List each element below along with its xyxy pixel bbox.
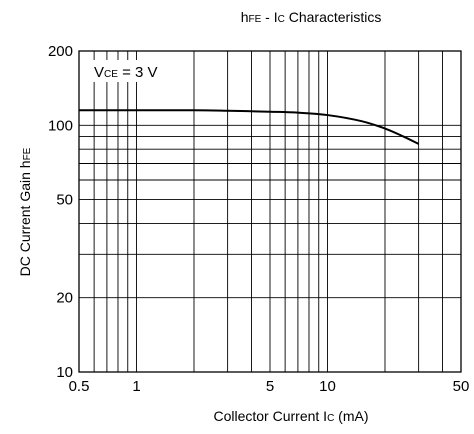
plot-frame xyxy=(78,50,462,373)
y-tick-labels: 10 20 50 100 200 xyxy=(48,43,73,381)
annotation-vce: VCE = 3 V xyxy=(94,64,158,81)
y-tick-label: 10 xyxy=(56,364,73,381)
x-tick-label: 5 xyxy=(266,378,274,395)
x-tick-label: 50 xyxy=(453,378,470,395)
y-tick-label: 200 xyxy=(48,43,73,60)
y-tick-label: 20 xyxy=(56,290,73,307)
y-tick-label: 100 xyxy=(48,117,73,134)
series-line-hfe xyxy=(79,109,420,145)
x-tick-label: 10 xyxy=(319,378,336,395)
x-tick-label: 1 xyxy=(132,378,140,395)
x-tick-label: 0.5 xyxy=(69,378,90,395)
y-axis-label: DC Current Gain hFE xyxy=(17,147,33,276)
grid xyxy=(79,51,461,372)
chart-title: hFE - IC Characteristics xyxy=(241,9,382,25)
x-axis-label: Collector Current IC (mA) xyxy=(213,408,368,424)
annotation-background xyxy=(88,60,178,82)
y-tick-label: 50 xyxy=(56,192,73,209)
x-tick-labels: 0.5 1 5 10 50 xyxy=(69,378,470,395)
